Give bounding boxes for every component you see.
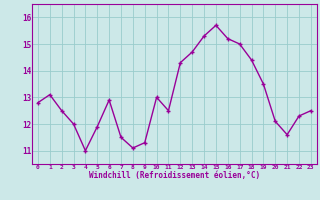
X-axis label: Windchill (Refroidissement éolien,°C): Windchill (Refroidissement éolien,°C)	[89, 171, 260, 180]
